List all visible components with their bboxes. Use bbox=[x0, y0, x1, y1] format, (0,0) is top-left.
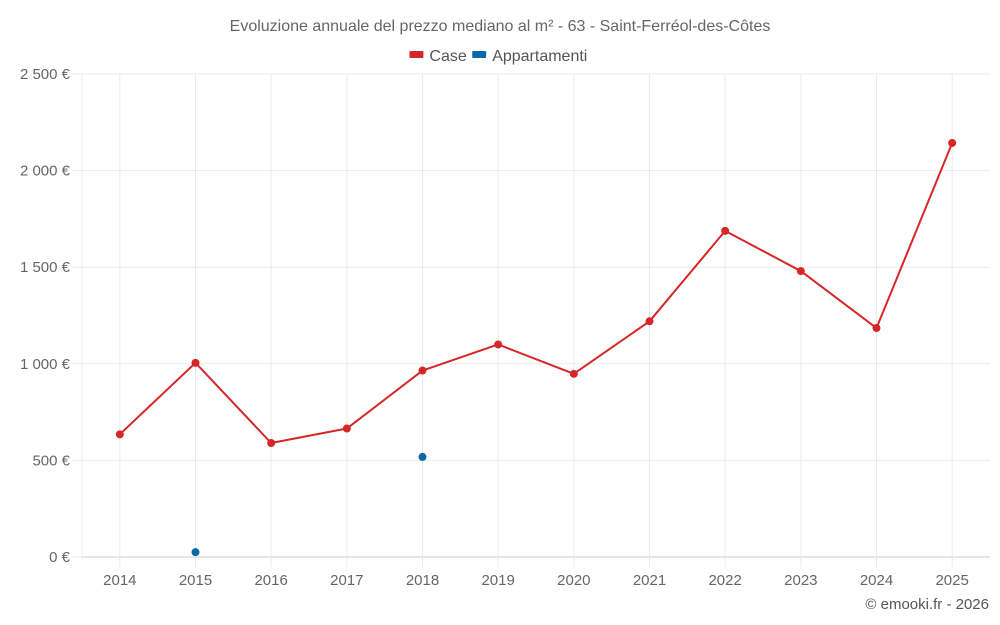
x-axis: 2014 2015 2016 2017 2018 2019 2020 2021 2022 2023… bbox=[103, 572, 969, 589]
x-tick-label: 2021 bbox=[633, 572, 666, 589]
x-tick-label: 2023 bbox=[784, 572, 817, 589]
data-point bbox=[115, 430, 124, 439]
x-tick-label: 2020 bbox=[557, 572, 590, 589]
data-point bbox=[191, 548, 200, 557]
data-point bbox=[191, 358, 200, 367]
data-point bbox=[418, 452, 427, 461]
credit-text: © emooki.fr - 2026 bbox=[865, 596, 989, 613]
data-point bbox=[267, 439, 276, 448]
x-tick-label: 2022 bbox=[708, 572, 741, 589]
series-line bbox=[119, 142, 954, 445]
y-tick-label: 2 000 € bbox=[20, 163, 71, 180]
series-case bbox=[115, 138, 957, 448]
x-tick-label: 2015 bbox=[179, 572, 212, 589]
chart-title: Evoluzione annuale del prezzo mediano al… bbox=[230, 18, 771, 35]
legend-swatch bbox=[409, 51, 424, 58]
data-point bbox=[872, 324, 881, 333]
data-point bbox=[948, 138, 957, 147]
y-axis: 0 € 500 € 1 000 € 1 500 € 2 000 € 2 500 € bbox=[20, 66, 82, 566]
data-point bbox=[721, 226, 730, 235]
y-tick-label: 500 € bbox=[32, 452, 70, 469]
x-tick-label: 2014 bbox=[103, 572, 136, 589]
series-layer bbox=[115, 138, 957, 557]
y-tick-label: 1 000 € bbox=[20, 356, 71, 373]
data-point bbox=[796, 267, 805, 276]
x-tick-label: 2024 bbox=[860, 572, 893, 589]
x-tick-label: 2019 bbox=[481, 572, 514, 589]
y-tick-label: 2 500 € bbox=[20, 66, 71, 83]
y-tick-label: 1 500 € bbox=[20, 259, 71, 276]
data-point bbox=[569, 369, 578, 378]
grid bbox=[81, 73, 990, 567]
y-tick-label: 0 € bbox=[49, 549, 71, 566]
x-tick-label: 2025 bbox=[935, 572, 968, 589]
x-tick-label: 2018 bbox=[406, 572, 439, 589]
data-point bbox=[342, 424, 351, 433]
data-point bbox=[494, 340, 503, 349]
data-point bbox=[645, 317, 654, 326]
series-appartamenti bbox=[191, 452, 427, 557]
legend-label: Case bbox=[429, 48, 466, 65]
legend-item-appartamenti: Appartamenti bbox=[472, 48, 587, 65]
legend-swatch bbox=[472, 51, 487, 58]
legend-item-case: Case bbox=[409, 48, 467, 65]
legend: Case Appartamenti bbox=[409, 48, 587, 65]
legend-label: Appartamenti bbox=[492, 48, 587, 65]
x-tick-label: 2016 bbox=[254, 572, 287, 589]
x-tick-label: 2017 bbox=[330, 572, 363, 589]
data-point bbox=[418, 366, 427, 375]
